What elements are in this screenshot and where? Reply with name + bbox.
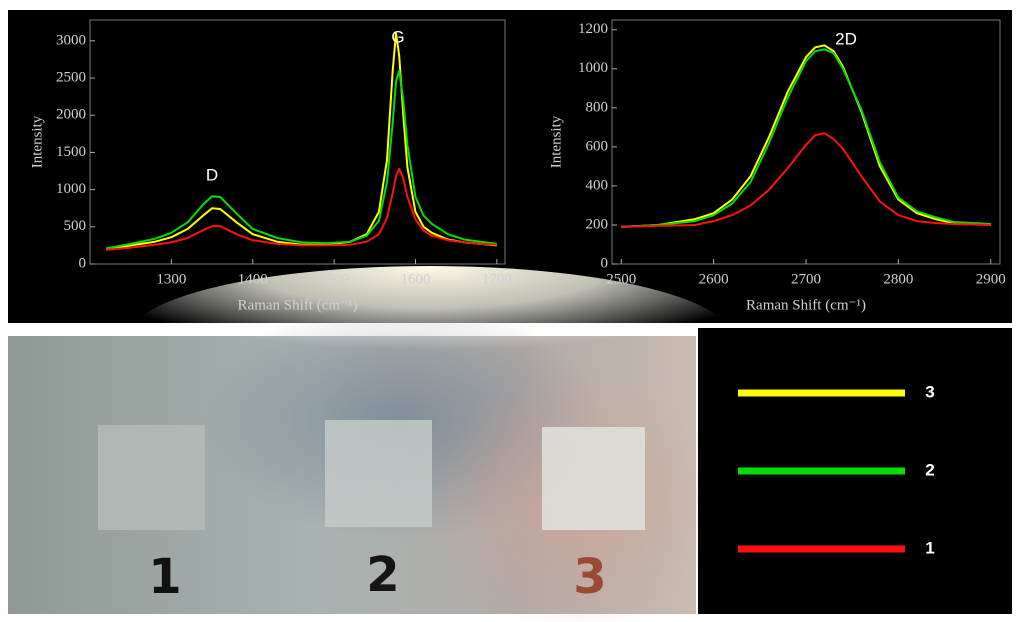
sample-label: 1 xyxy=(148,549,181,605)
y-tick-label: 800 xyxy=(586,99,609,115)
y-axis-label: Intensity xyxy=(548,115,564,168)
legend-label: 1 xyxy=(925,538,934,557)
y-tick-label: 0 xyxy=(79,255,87,271)
x-tick-label: 1700 xyxy=(482,271,512,287)
x-tick-label: 2600 xyxy=(699,271,729,287)
sample-label: 2 xyxy=(366,547,399,603)
y-tick-label: 400 xyxy=(586,177,609,193)
plot-frame xyxy=(89,19,506,265)
x-tick-label: 2900 xyxy=(976,271,1006,287)
spectrum-line xyxy=(106,69,498,250)
sample-label: 3 xyxy=(573,549,606,605)
peak-label: G xyxy=(391,27,404,46)
peak-label: D xyxy=(206,165,218,184)
peak-label: 2D xyxy=(835,29,857,48)
x-tick-label: 1600 xyxy=(400,271,430,287)
y-tick-label: 3000 xyxy=(56,32,86,48)
y-tick-label: 1500 xyxy=(56,144,86,160)
y-tick-label: 500 xyxy=(64,218,87,234)
y-tick-label: 0 xyxy=(601,255,609,271)
spectrum-line xyxy=(621,132,991,228)
x-axis-label: Raman Shift (cm⁻¹) xyxy=(238,297,358,313)
x-tick-label: 1400 xyxy=(238,271,268,287)
spectrum-line xyxy=(106,167,497,251)
x-axis-label: Raman Shift (cm⁻¹) xyxy=(746,297,866,313)
x-tick-label: 2700 xyxy=(791,271,821,287)
y-tick-label: 1000 xyxy=(56,181,86,197)
y-tick-label: 2000 xyxy=(56,107,86,123)
x-tick-label: 2800 xyxy=(883,271,913,287)
spectrum-line xyxy=(621,44,991,228)
spectrum-line xyxy=(621,48,991,228)
y-tick-label: 1000 xyxy=(578,60,608,76)
y-tick-label: 200 xyxy=(586,216,609,232)
legend-label: 3 xyxy=(925,382,934,401)
x-tick-label: 1300 xyxy=(156,271,186,287)
x-tick-label: 1500 xyxy=(319,271,349,287)
photo xyxy=(8,266,730,622)
y-axis-label: Intensity xyxy=(29,115,45,168)
y-tick-label: 600 xyxy=(586,138,609,154)
y-tick-label: 2500 xyxy=(56,69,86,85)
legend-label: 2 xyxy=(925,460,934,479)
y-tick-label: 1200 xyxy=(578,21,608,37)
x-tick-label: 2500 xyxy=(606,271,636,287)
